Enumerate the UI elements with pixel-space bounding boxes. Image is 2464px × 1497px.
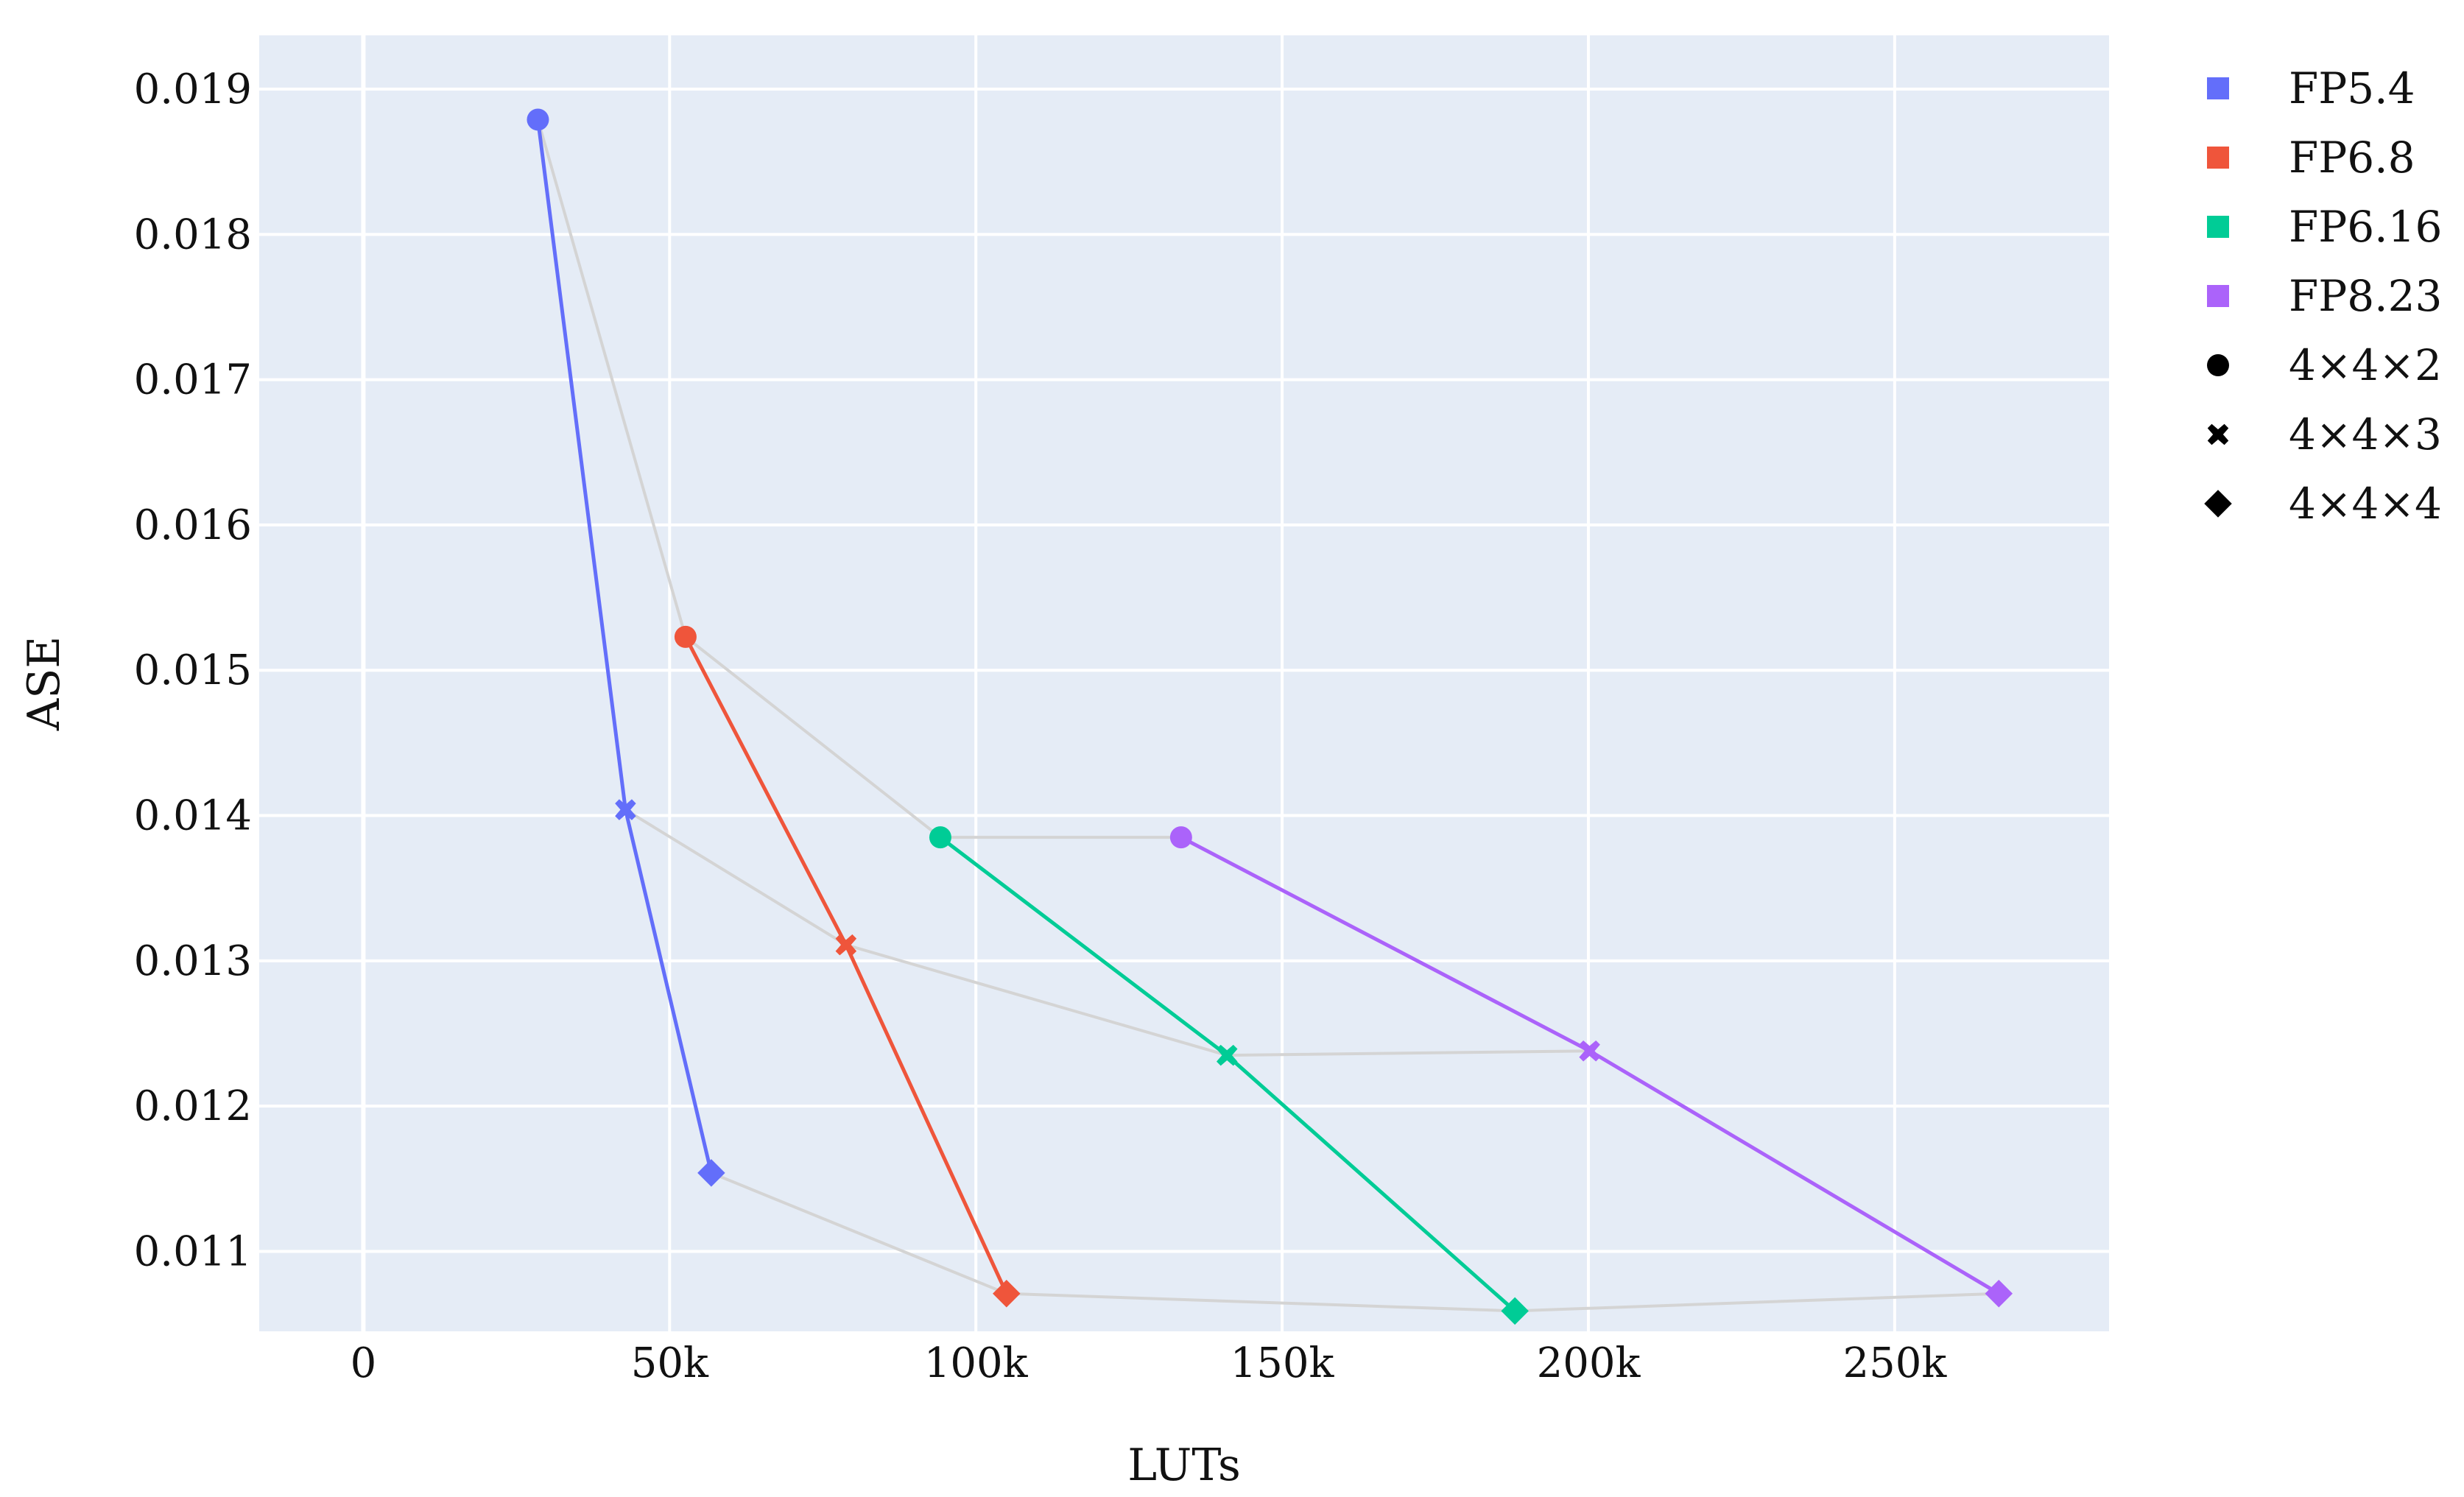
- y-tick-label: 0.011: [134, 1227, 252, 1275]
- x-tick-label: 100k: [924, 1339, 1029, 1387]
- legend-item: FP8.23: [2207, 271, 2442, 321]
- legend-label: FP5.4: [2289, 63, 2415, 113]
- x-axis-title: LUTs: [1127, 1440, 1241, 1491]
- legend-item: FP5.4: [2207, 63, 2415, 113]
- legend-symbol: [2207, 216, 2229, 238]
- data-point: [929, 826, 951, 849]
- x-tick-label: 0: [351, 1339, 377, 1387]
- legend-item: FP6.16: [2207, 202, 2442, 252]
- legend-label: FP8.23: [2289, 271, 2442, 321]
- y-tick-label: 0.012: [134, 1082, 252, 1130]
- plot-background: [259, 35, 2109, 1331]
- data-point: [1216, 1044, 1238, 1066]
- legend-label: 4×4×2: [2289, 340, 2442, 390]
- legend-item: 4×4×2: [2207, 340, 2442, 390]
- y-tick-label: 0.016: [134, 501, 252, 549]
- y-tick-label: 0.017: [134, 356, 252, 404]
- legend-item: 4×4×4: [2204, 479, 2442, 529]
- legend: FP5.4 FP6.8 FP6.16 FP8.23 4×4×2 4×4×3 4×4×4: [2204, 63, 2442, 529]
- data-point: [1985, 1279, 2013, 1308]
- legend-item: 4×4×3: [2207, 409, 2442, 459]
- data-markers: [527, 108, 2013, 1325]
- y-tick-label: 0.014: [134, 792, 252, 840]
- data-point: [615, 799, 636, 820]
- y-axis-title: ASE: [18, 636, 70, 731]
- x-axis-ticks: 0 50k 100k 150k 200k 250k: [351, 1339, 1948, 1387]
- legend-label: 4×4×3: [2289, 409, 2442, 459]
- legend-item: FP6.8: [2207, 133, 2415, 183]
- y-tick-label: 0.015: [134, 647, 252, 694]
- y-tick-label: 0.018: [134, 211, 252, 258]
- legend-symbol: [2207, 423, 2229, 445]
- y-axis-ticks: 0.011 0.012 0.013 0.014 0.015 0.016 0.017 0.018…: [134, 66, 252, 1275]
- legend-label: FP6.16: [2289, 202, 2442, 252]
- connector-line: [624, 808, 1590, 1057]
- grid-lines: [259, 35, 2109, 1331]
- legend-symbol: [2207, 77, 2229, 99]
- data-point: [697, 1159, 725, 1187]
- x-tick-label: 200k: [1537, 1339, 1641, 1387]
- data-point: [1169, 826, 1192, 849]
- data-point: [674, 625, 697, 648]
- y-tick-label: 0.013: [134, 937, 252, 985]
- x-tick-label: 50k: [631, 1339, 709, 1387]
- legend-label: FP6.8: [2289, 133, 2415, 183]
- legend-symbol: [2204, 490, 2232, 518]
- legend-symbol: [2207, 285, 2229, 307]
- y-tick-label: 0.019: [134, 66, 252, 113]
- data-point: [1579, 1040, 1600, 1062]
- data-point: [835, 934, 857, 956]
- legend-symbol: [2207, 147, 2229, 169]
- legend-label: 4×4×4: [2289, 479, 2442, 529]
- x-tick-label: 250k: [1842, 1339, 1947, 1387]
- connector-line: [711, 1172, 1999, 1313]
- x-tick-label: 150k: [1231, 1339, 1335, 1387]
- connector-line: [536, 119, 1181, 839]
- group-connector-lines: [536, 119, 1999, 1313]
- data-point: [527, 108, 549, 131]
- legend-symbol: [2207, 354, 2229, 376]
- data-point: [993, 1279, 1021, 1308]
- data-point: [1501, 1297, 1529, 1325]
